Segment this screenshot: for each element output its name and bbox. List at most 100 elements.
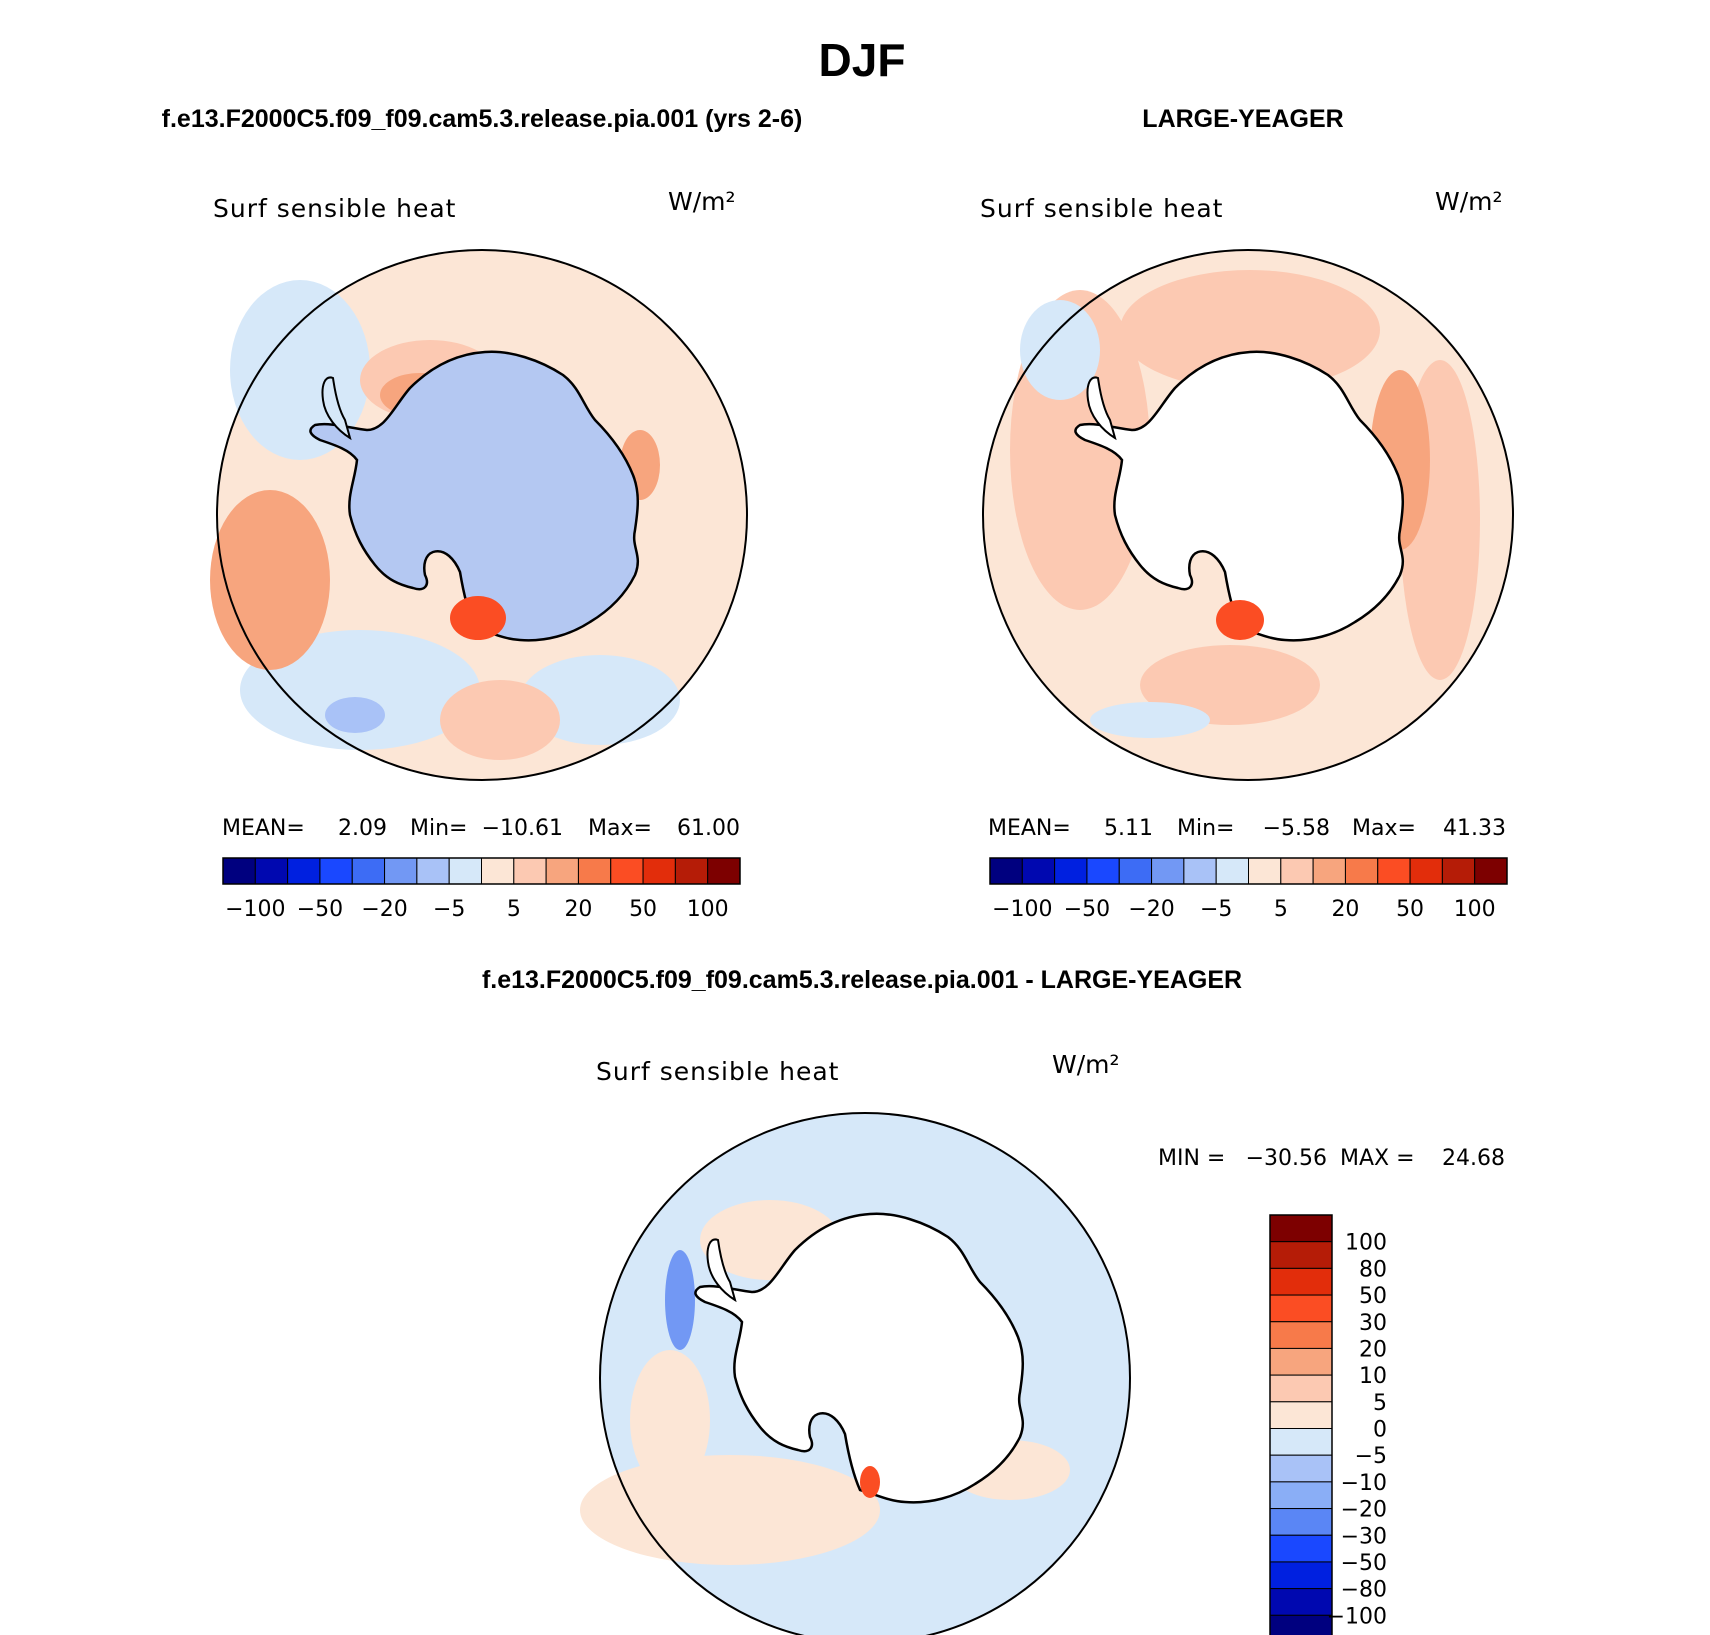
field-blob (440, 680, 560, 760)
colorbar-tick-label: −50 (1064, 897, 1110, 922)
stats: MEAN= 2.09 Min= −10.61 Max= 61.00 (222, 816, 740, 841)
panel-diff-title: f.e13.F2000C5.f09_f09.cam5.3.release.pia… (482, 966, 1242, 994)
colorbar-swatch (1151, 857, 1185, 885)
map-border (216, 249, 748, 781)
field-blob (210, 490, 330, 670)
colorbar-frame (989, 857, 1508, 885)
colorbar-swatch (481, 857, 515, 885)
min-value: −30.56 (1246, 1146, 1327, 1171)
panel-diff: Surf sensible heat W/m² MIN = −30.56 MAX… (580, 1050, 1505, 1635)
colorbar-frame (222, 857, 741, 885)
field-blob (1140, 645, 1320, 725)
colorbar-swatch (319, 857, 353, 885)
polar-map (580, 1112, 1131, 1635)
colorbar-swatch (1269, 1454, 1333, 1483)
units-label: W/m² (1435, 187, 1503, 216)
colorbar-tick-label: 20 (1331, 897, 1359, 922)
colorbar-swatch (222, 857, 256, 885)
colorbar-swatch (1269, 1241, 1333, 1269)
colorbar-tick-label: 50 (629, 897, 657, 922)
colorbar-swatch (989, 857, 1023, 885)
colorbar-tick-label: 80 (1359, 1257, 1387, 1282)
stats: MEAN= 5.11 Min= −5.58 Max= 41.33 (988, 816, 1506, 841)
figure-title: DJF (819, 34, 906, 86)
colorbar-swatch (287, 857, 321, 885)
stats: MIN = −30.56 MAX = 24.68 (1158, 1146, 1505, 1171)
colorbar-swatch (1054, 857, 1088, 885)
min-label: Min= (1177, 816, 1234, 841)
field-blob (1090, 702, 1210, 738)
colorbar-swatch (1377, 857, 1411, 885)
colorbar-swatch (1409, 857, 1443, 885)
colorbar-swatch (545, 857, 579, 885)
min-value: −10.61 (482, 816, 563, 841)
units-label: W/m² (668, 187, 736, 216)
colorbar-swatch (1215, 857, 1249, 885)
colorbar-tick-label: −20 (1128, 897, 1174, 922)
colorbar-swatch (448, 857, 482, 885)
colorbar-tick-label: 20 (1359, 1337, 1387, 1362)
colorbar-tick-label: 0 (1373, 1418, 1387, 1443)
max-value: 41.33 (1443, 816, 1506, 841)
colorbar-tick-label: −100 (992, 897, 1052, 922)
max-label: Max= (588, 816, 652, 841)
colorbar-swatch (1269, 1428, 1333, 1456)
colorbar-swatch (1269, 1614, 1333, 1635)
colorbar-swatch (674, 857, 709, 885)
colorbar-tick-label: −5 (1200, 897, 1232, 922)
field-blob (1020, 300, 1100, 400)
panel-right-title: LARGE-YEAGER (1142, 105, 1343, 133)
colorbar-swatch (1441, 857, 1476, 885)
max-value: 61.00 (677, 816, 740, 841)
colorbar-swatch (1269, 1588, 1333, 1616)
field-blob (630, 1350, 710, 1490)
colorbar-swatch (707, 857, 741, 885)
colorbar-tick-label: 10 (1359, 1364, 1387, 1389)
panel-left-title: f.e13.F2000C5.f09_f09.cam5.3.release.pia… (162, 105, 803, 133)
field-blob (325, 697, 385, 733)
colorbar-swatch (1269, 1534, 1333, 1563)
colorbar-tick-label: 100 (1454, 897, 1496, 922)
colorbar-swatch (513, 857, 547, 885)
colorbar-tick-label: −5 (1355, 1444, 1387, 1469)
max-value: 24.68 (1442, 1146, 1505, 1171)
colorbar-swatch (1474, 857, 1508, 885)
colorbar-swatch (610, 857, 644, 885)
units-label: W/m² (1052, 1050, 1120, 1079)
variable-label: Surf sensible heat (980, 194, 1223, 223)
colorbar-swatch (1269, 1401, 1333, 1429)
field-blob (240, 630, 480, 750)
colorbar-swatch (1344, 857, 1379, 885)
colorbar-swatch (1086, 857, 1120, 885)
max-label: Max= (1352, 816, 1416, 841)
colorbar-swatch (1269, 1267, 1333, 1296)
map-border (982, 249, 1514, 781)
colorbar-swatch (1183, 857, 1217, 885)
variable-label: Surf sensible heat (213, 194, 456, 223)
field-blob (520, 655, 680, 745)
colorbar-tick-label: −10 (1341, 1471, 1387, 1496)
colorbar-swatch (577, 857, 612, 885)
max-label: MAX = (1340, 1146, 1415, 1171)
polar-map (210, 249, 748, 781)
min-label: Min= (410, 816, 467, 841)
colorbar-tick-label: 30 (1359, 1311, 1387, 1336)
colorbar-tick-label: −5 (433, 897, 465, 922)
field-blob (450, 596, 506, 640)
colorbar-frame (1269, 1214, 1333, 1635)
colorbar-tick-label: −50 (297, 897, 343, 922)
colorbar-swatch (1269, 1347, 1333, 1376)
colorbar-tick-label: 5 (507, 897, 521, 922)
colorbar-swatch (1269, 1561, 1333, 1590)
panel-model: Surf sensible heat W/m² MEAN= 2.09 Min= … (210, 187, 748, 922)
field-blob (1216, 600, 1264, 640)
colorbar-swatch (254, 857, 289, 885)
min-label: MIN = (1158, 1146, 1225, 1171)
colorbar-tick-label: −30 (1341, 1524, 1387, 1549)
colorbar-tick-label: −80 (1341, 1578, 1387, 1603)
min-value: −5.58 (1263, 816, 1330, 841)
colorbar-tick-label: −50 (1341, 1551, 1387, 1576)
field-blob (1120, 270, 1380, 390)
colorbar-tick-label: 20 (564, 897, 592, 922)
